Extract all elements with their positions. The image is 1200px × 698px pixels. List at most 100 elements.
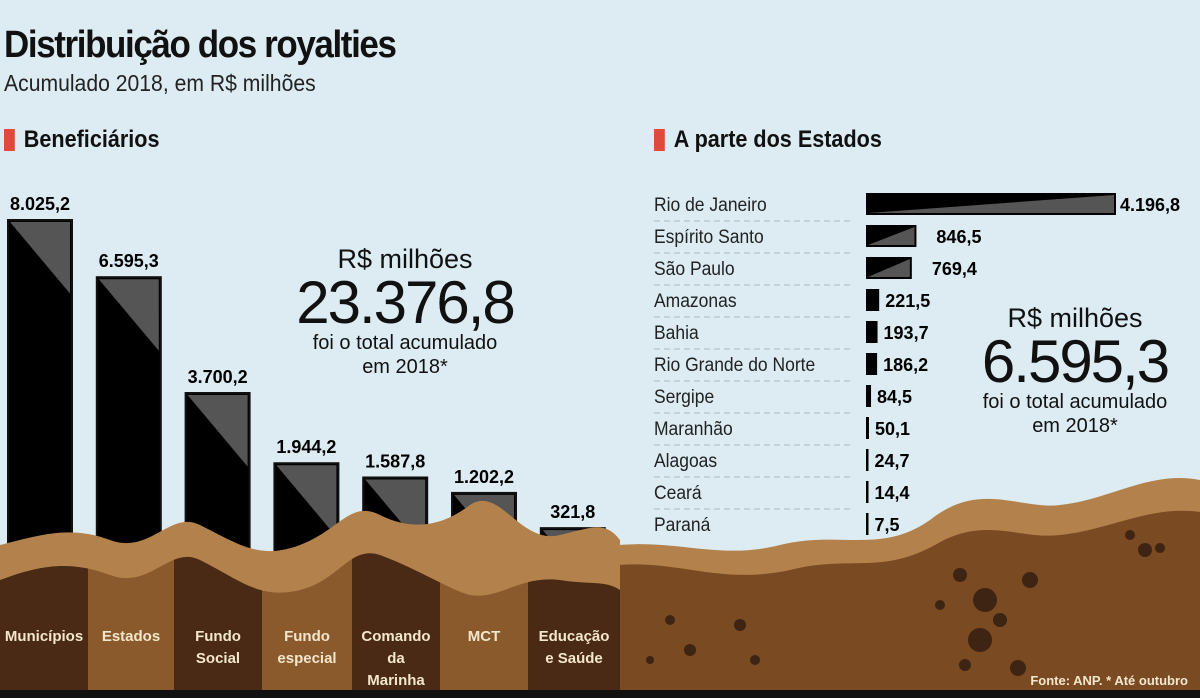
state-label: Alagoas xyxy=(654,449,717,471)
callout-unit: R$ milhões xyxy=(337,244,473,274)
bar-value-label: 1.944,2 xyxy=(276,437,336,457)
state-label: Rio Grande do Norte xyxy=(654,353,815,375)
red-square-icon xyxy=(654,129,665,151)
state-label: Ceará xyxy=(654,481,702,503)
state-bar xyxy=(866,321,878,343)
state-bar xyxy=(866,449,869,471)
callout-unit: R$ milhões xyxy=(1007,303,1143,333)
right-heading: A parte dos Estados xyxy=(654,126,882,154)
earth-pebble xyxy=(665,615,675,625)
category-label-line: da xyxy=(387,650,405,667)
state-value-label: 193,7 xyxy=(884,323,929,343)
earth-pebble xyxy=(1010,660,1026,676)
state-bar xyxy=(866,417,869,439)
category-label-line: Fundo xyxy=(284,628,330,645)
state-value-label: 14,4 xyxy=(875,483,910,503)
earth-pebble xyxy=(968,628,992,652)
earth-pebble xyxy=(750,655,760,665)
source-note: Fonte: ANP. * Até outubro xyxy=(1030,673,1188,688)
bar-shade xyxy=(276,465,337,537)
earth-pebble xyxy=(1155,543,1165,553)
state-label: Rio de Janeiro xyxy=(654,193,767,215)
category-label: Comando da Marinha xyxy=(361,628,430,689)
state-bar xyxy=(866,385,872,407)
left-heading-text: Beneficiários xyxy=(23,126,160,153)
earth-right xyxy=(618,510,1200,698)
state-value-label: 769,4 xyxy=(932,259,977,279)
state-value-label: 846,5 xyxy=(936,227,981,247)
state-value-label: 186,2 xyxy=(883,355,928,375)
left-heading: Beneficiários xyxy=(4,126,159,154)
category-label: Municípios xyxy=(5,628,83,645)
earth-pebble xyxy=(973,588,997,612)
state-label: São Paulo xyxy=(654,257,735,279)
category-label-line: e Saúde xyxy=(545,650,603,667)
state-label: Paraná xyxy=(654,513,711,535)
earth-pebble xyxy=(953,568,967,582)
category-label: MCT xyxy=(468,628,501,645)
bar-value-label: 321,8 xyxy=(550,502,595,522)
right-callout: R$ milhões 6.595,3 foi o total acumulado… xyxy=(950,303,1200,438)
bar-value-label: 6.595,3 xyxy=(99,251,159,271)
state-value-label: 84,5 xyxy=(877,387,912,407)
earth-pebble xyxy=(646,656,654,664)
state-label: Sergipe xyxy=(654,385,714,407)
callout-note: foi o total acumulado xyxy=(312,332,498,354)
earth-pebble xyxy=(1138,543,1152,557)
earth-pebble xyxy=(1022,572,1038,588)
left-callout: R$ milhões 23.376,8 foi o total acumulad… xyxy=(280,244,530,379)
earth-pebble xyxy=(993,613,1007,627)
state-label: Maranhão xyxy=(654,417,733,439)
right-heading-text: A parte dos Estados xyxy=(673,126,882,153)
bar-shade xyxy=(98,279,159,351)
state-value-label: 24,7 xyxy=(875,451,910,471)
state-label: Amazonas xyxy=(654,289,737,311)
bar-value-label: 8.025,2 xyxy=(10,194,70,214)
callout-value: 23.376,8 xyxy=(296,269,516,336)
earth-pebble xyxy=(684,644,696,656)
category-label: Fundo Social xyxy=(195,628,241,667)
category-label-line: Estados xyxy=(102,628,160,645)
bar-shade xyxy=(187,394,248,467)
state-bar-shade xyxy=(868,227,915,245)
category-label-line: Fundo xyxy=(195,628,241,645)
category-label-line: Educação xyxy=(539,628,610,645)
category-label-line: Comando xyxy=(361,628,430,645)
bar-value-label: 3.700,2 xyxy=(188,367,248,387)
state-value-label: 221,5 xyxy=(885,291,930,311)
state-bar-shade xyxy=(868,259,910,277)
red-square-icon xyxy=(4,129,15,151)
state-value-label: 4.196,8 xyxy=(1120,195,1180,215)
state-bar-shade xyxy=(868,195,1114,213)
category-label: Fundo especial xyxy=(277,628,336,667)
category-label: Educação e Saúde xyxy=(539,628,610,667)
state-bar xyxy=(866,289,880,311)
callout-note: em 2018* xyxy=(1032,415,1118,437)
state-label: Espírito Santo xyxy=(654,225,764,247)
earth-pebble xyxy=(959,659,971,671)
earth-pebble xyxy=(935,600,945,610)
category-label-line: Marinha xyxy=(367,672,425,689)
bar-value-label: 1.202,2 xyxy=(454,467,514,487)
bar-value-label: 1.587,8 xyxy=(365,451,425,471)
earth-pebble xyxy=(734,619,746,631)
state-bar xyxy=(866,513,869,535)
state-bar xyxy=(866,353,878,375)
category-label-line: MCT xyxy=(468,628,501,645)
category-label-line: Municípios xyxy=(5,628,83,645)
state-bar xyxy=(866,481,869,503)
state-label: Bahia xyxy=(654,321,700,343)
soil-column xyxy=(352,553,440,690)
state-value-label: 7,5 xyxy=(875,515,900,535)
callout-value: 6.595,3 xyxy=(981,328,1170,395)
callout-note: foi o total acumulado xyxy=(982,391,1168,413)
bar-shade xyxy=(10,221,70,294)
category-label-line: especial xyxy=(277,650,336,667)
page-subtitle: Acumulado 2018, em R$ milhões xyxy=(4,70,316,96)
category-label-line: Social xyxy=(196,650,240,667)
callout-note: em 2018* xyxy=(362,356,448,378)
soil-column xyxy=(0,553,88,690)
page-title: Distribuição dos royalties xyxy=(4,24,397,66)
category-label: Estados xyxy=(102,628,160,645)
